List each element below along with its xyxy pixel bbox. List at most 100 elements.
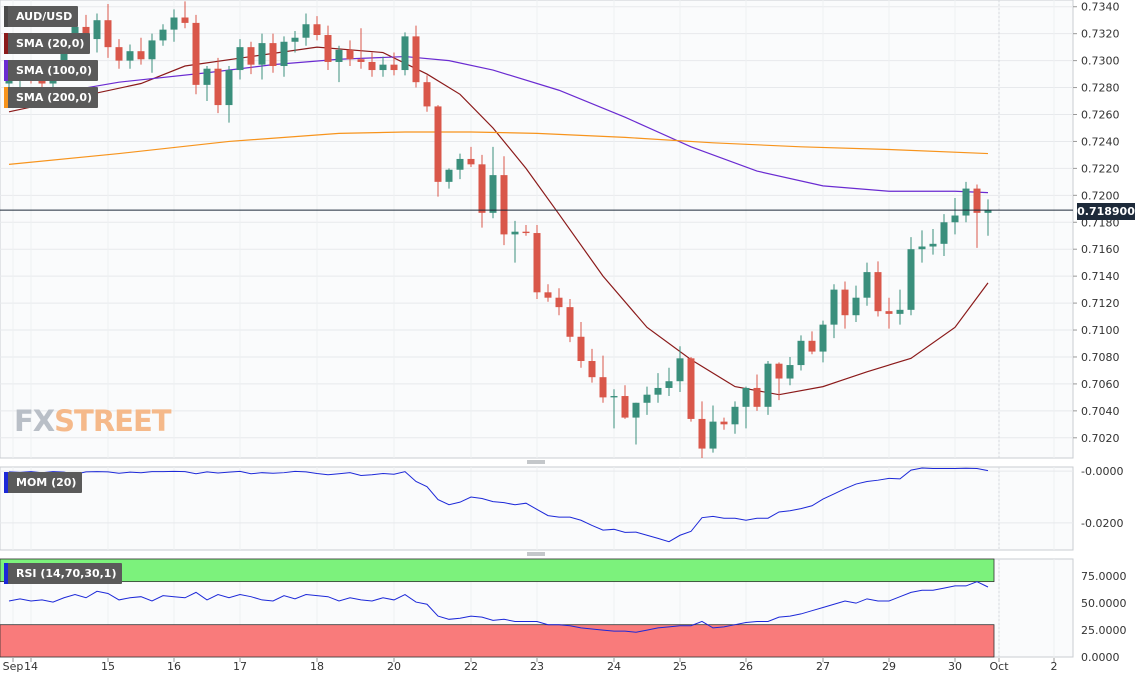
candle-body (258, 43, 266, 65)
x-tick-label: 30 (948, 660, 962, 673)
x-tick-label: 25 (673, 660, 687, 673)
x-tick-label: 26 (739, 660, 753, 673)
candle-body (852, 297, 860, 316)
rsi-oversold-zone (0, 624, 995, 658)
candle-body (401, 36, 409, 71)
candle-body (676, 358, 684, 382)
candle-body (115, 47, 123, 61)
rsi-swatch (4, 563, 8, 584)
legend-rsi[interactable]: RSI (14,70,30,1) (4, 563, 123, 584)
x-tick-label: Sep (3, 660, 24, 673)
candle-body (819, 324, 827, 352)
candle-body (566, 307, 574, 337)
sma100-swatch (4, 60, 8, 81)
x-tick-label: 22 (464, 660, 478, 673)
candle-body (896, 309, 904, 314)
candle-body (907, 249, 915, 310)
candle-body (159, 29, 167, 41)
legend-symbol-label: AUD/USD (16, 10, 73, 23)
fxstreet-logo: FXSTREET (14, 404, 172, 438)
candle-body (478, 164, 486, 213)
x-tick-label: 24 (607, 660, 621, 673)
legend-mom-label: MOM (20) (16, 476, 77, 489)
candle-body (302, 24, 310, 38)
y-tick-label: 0.7040 (1081, 405, 1120, 418)
candle-body (500, 175, 508, 235)
candle-body (962, 188, 970, 216)
candle-body (236, 47, 244, 71)
candle-body (60, 47, 68, 67)
sma-line-sma-200-0- (8, 131, 989, 165)
candle-body (412, 36, 420, 83)
candle-body (423, 82, 431, 107)
legend-sma100[interactable]: SMA (100,0) (4, 60, 99, 81)
candle-body (797, 340, 805, 366)
candle-body (698, 418, 706, 449)
candle-body (786, 365, 794, 379)
candle-body (984, 210, 992, 213)
candle-body (610, 396, 618, 398)
candle-body (104, 20, 112, 48)
logo-part-fx: FX (14, 404, 55, 438)
candle-body (720, 421, 728, 425)
y-tick-label: 0.7320 (1081, 28, 1120, 41)
x-tick-label: 23 (530, 660, 544, 673)
y-tick-label: 0.7020 (1081, 432, 1120, 445)
candle-body (489, 175, 497, 213)
candle-body (148, 40, 156, 60)
candle-body (137, 51, 145, 60)
y-tick-label: 0.7160 (1081, 243, 1120, 256)
candle-body (346, 49, 354, 60)
legend-sma200[interactable]: SMA (200,0) (4, 87, 99, 108)
candle-body (544, 292, 552, 298)
candle-body (830, 289, 838, 325)
candle-body (456, 158, 464, 170)
candle-body (192, 22, 200, 85)
candle-body (742, 387, 750, 407)
candle-body (379, 64, 387, 71)
sma200-swatch (4, 87, 8, 108)
candle-body (225, 70, 233, 106)
candle-body (126, 51, 134, 61)
y-tick-label: 0.7280 (1081, 82, 1120, 95)
candle-body (247, 47, 255, 65)
y-tick-label: 0.7060 (1081, 378, 1120, 391)
rsi-y-tick-label: 0.0000 (1081, 651, 1120, 664)
candle-body (643, 394, 651, 403)
legend-sma20[interactable]: SMA (20,0) (4, 33, 91, 54)
candle-body (929, 243, 937, 247)
candle-body (467, 158, 475, 165)
candle-body (181, 17, 189, 23)
mom-swatch (4, 472, 8, 493)
candle-body (599, 377, 607, 398)
candle-body (390, 64, 398, 71)
y-tick-label: 0.7140 (1081, 270, 1120, 283)
y-tick-label: 0.7080 (1081, 351, 1120, 364)
legend-rsi-label: RSI (14,70,30,1) (16, 567, 117, 580)
x-tick-label: 14 (24, 660, 38, 673)
candle-body (874, 272, 882, 312)
candle-body (533, 233, 541, 293)
legend-audusd[interactable]: AUD/USD (4, 6, 79, 27)
candle-body (445, 169, 453, 182)
candle-body (269, 43, 277, 67)
legend-mom[interactable]: MOM (20) (4, 472, 83, 493)
y-tick-label: 0.7240 (1081, 135, 1120, 148)
y-tick-label: 0.7220 (1081, 162, 1120, 175)
sma20-swatch (4, 33, 8, 54)
candle-body (357, 59, 365, 62)
candle-body (280, 41, 288, 67)
candle-body (5, 79, 13, 84)
rsi-overbought-zone (0, 558, 995, 583)
candle-body (324, 35, 332, 62)
candle-body (687, 358, 695, 419)
candle-body (555, 297, 563, 308)
mom-y-tick-label: -0.0200 (1081, 517, 1123, 530)
mom-line (8, 467, 989, 543)
mom-y-tick-label: -0.0000 (1081, 465, 1123, 478)
candle-body (764, 363, 772, 407)
x-tick-label: 29 (882, 660, 896, 673)
candle-body (93, 20, 101, 40)
candle-body (775, 363, 783, 379)
